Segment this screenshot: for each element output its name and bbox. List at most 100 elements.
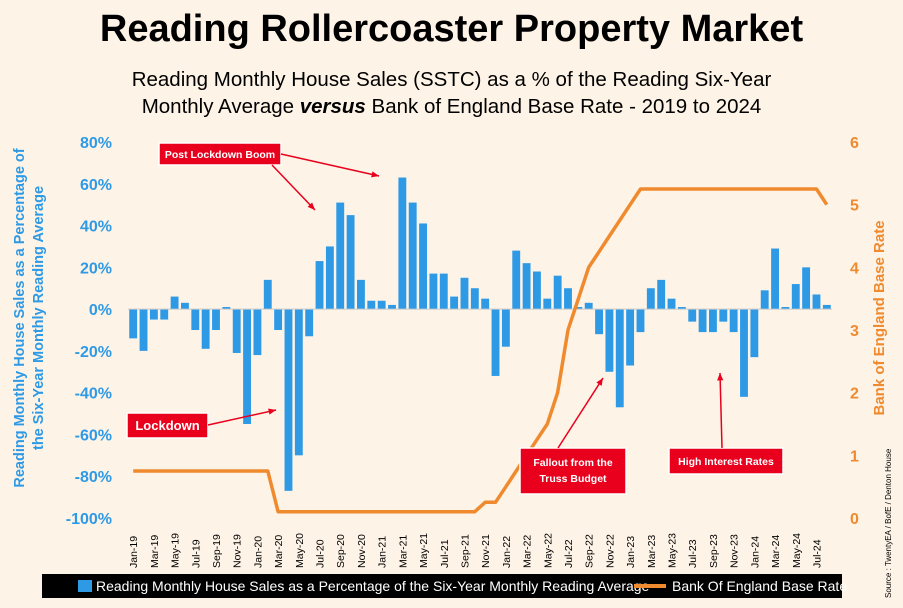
x-tick-label: Jan-23	[625, 536, 637, 568]
x-tick-label: Mar-24	[770, 535, 782, 568]
legend-swatch-bars	[78, 580, 92, 592]
y-right-tick-label: 3	[850, 323, 859, 340]
legend-label-line: Bank Of England Base Rate	[672, 578, 848, 594]
bar-Mar-22	[522, 263, 531, 310]
bar-Aug-20	[325, 246, 334, 310]
bar-Apr-21	[408, 202, 417, 310]
bar-Feb-22	[512, 250, 521, 310]
bar-Jul-23	[688, 309, 697, 322]
legend-item-bars: Reading Monthly House Sales as a Percent…	[78, 578, 649, 594]
y-right-tick-label: 6	[850, 135, 859, 152]
bar-Jan-20	[253, 309, 262, 356]
chart-title: Reading Rollercoaster Property Market	[99, 8, 804, 50]
x-tick-label: Nov-20	[356, 534, 368, 568]
x-tick-label: Sep-20	[335, 534, 347, 568]
bar-Sep-23	[709, 309, 717, 333]
x-tick-label: Mar-19	[149, 535, 161, 568]
bar-Jul-22	[564, 288, 572, 310]
bar-Aug-23	[698, 309, 707, 333]
x-tick-label: Jul-21	[439, 539, 451, 568]
x-tick-label: Mar-22	[522, 535, 534, 568]
x-tick-label: May-22	[542, 533, 554, 568]
x-tick-label: Jul-20	[315, 539, 327, 568]
bar-May-23	[667, 298, 676, 310]
bar-Aug-22	[574, 307, 583, 310]
x-tick-label: Sep-21	[459, 534, 471, 568]
bar-Nov-22	[605, 309, 614, 372]
bar-Jan-21	[377, 300, 386, 310]
x-tick-label: Nov-22	[604, 534, 616, 568]
bar-Jun-21	[429, 273, 438, 310]
bar-Dec-23	[740, 309, 748, 397]
x-tick-label: Nov-21	[480, 534, 492, 568]
annotation-label-high-rates: High Interest Rates	[678, 456, 774, 468]
x-tick-label: Mar-20	[273, 535, 285, 568]
bar-Jan-24	[750, 309, 759, 358]
x-tick-label: Jan-24	[749, 536, 761, 568]
bar-Nov-20	[357, 279, 365, 310]
bar-Aug-19	[201, 309, 210, 349]
bar-Jul-21	[439, 273, 448, 310]
bar-Jun-19	[181, 302, 189, 310]
bar-Oct-23	[719, 309, 728, 322]
bar-Apr-19	[160, 309, 169, 320]
bar-Dec-20	[367, 300, 376, 310]
bar-Sep-20	[336, 202, 345, 310]
bar-Dec-19	[243, 309, 251, 424]
bar-Sep-22	[584, 302, 593, 310]
bar-Feb-24	[760, 290, 769, 310]
x-tick-label: Jul-23	[687, 539, 699, 568]
y-right-axis-title: Bank of England Base Rate	[871, 220, 888, 415]
x-tick-label: May-23	[667, 533, 679, 568]
annotation-label-lockdown: Lockdown	[135, 418, 199, 433]
bar-Mar-19	[149, 309, 158, 320]
subtitle-emphasis: versus	[299, 95, 366, 118]
y-left-tick-label: 20%	[80, 260, 112, 277]
annotation-arrow-truss	[557, 377, 604, 449]
bar-Jun-22	[553, 275, 562, 310]
annotation-label-truss-1: Fallout from the	[533, 457, 612, 469]
x-tick-label: Jul-22	[563, 539, 575, 568]
x-tick-label: Mar-21	[397, 535, 409, 568]
bar-Aug-24	[822, 304, 831, 310]
legend-swatch-line	[634, 584, 666, 588]
annotation-arrow-post-lockdown-1	[271, 164, 316, 211]
bar-Apr-22	[533, 271, 541, 310]
y-left-tick-label: -100%	[66, 511, 112, 528]
y-left-tick-label: 60%	[80, 177, 112, 194]
base-rate-line	[133, 187, 829, 514]
y-right-tick-label: 4	[850, 260, 859, 277]
bar-Jul-24	[812, 294, 821, 310]
subtitle-line-1: Reading Monthly House Sales (SSTC) as a …	[131, 68, 772, 91]
y-left-tick-label: -20%	[75, 344, 112, 361]
annotation-box-truss	[519, 447, 627, 495]
bar-Apr-20	[284, 309, 293, 491]
y-left-tick-label: 40%	[80, 219, 112, 236]
y-right-tick-label: 2	[850, 386, 859, 403]
annotation-arrow-lockdown-head	[268, 408, 276, 415]
y-left-tick-label: -40%	[75, 386, 112, 403]
x-tick-label: May-21	[418, 533, 430, 568]
bar-Oct-21	[470, 288, 479, 310]
bar-Feb-19	[139, 309, 148, 351]
bar-Jun-20	[305, 309, 314, 337]
annotation-arrow-post-lockdown-2	[280, 153, 380, 177]
legend	[42, 574, 842, 598]
legend-label-bars: Reading Monthly House Sales as a Percent…	[96, 578, 650, 594]
x-tick-label: Jan-22	[501, 536, 513, 568]
bar-Aug-21	[450, 296, 459, 310]
annotation-arrow-post-lockdown-1-head	[307, 202, 315, 210]
x-tick-label: Mar-23	[646, 535, 658, 568]
y-left-tick-label: -80%	[75, 469, 112, 486]
bar-Mar-21	[398, 177, 407, 310]
bar-Dec-21	[491, 309, 500, 376]
x-tick-label: Jan-19	[128, 536, 140, 568]
bar-Oct-20	[346, 215, 355, 310]
legend-item-line: Bank Of England Base Rate	[634, 578, 847, 594]
y-left-axis-title: Reading Monthly House Sales as a Percent…	[12, 148, 47, 487]
x-tick-label: Jan-20	[252, 536, 264, 568]
x-tick-label: May-20	[294, 533, 306, 568]
annotation-arrow-post-lockdown-2-head	[371, 171, 379, 178]
bar-Apr-24	[781, 307, 790, 310]
x-tick-label: Jan-21	[377, 536, 389, 568]
